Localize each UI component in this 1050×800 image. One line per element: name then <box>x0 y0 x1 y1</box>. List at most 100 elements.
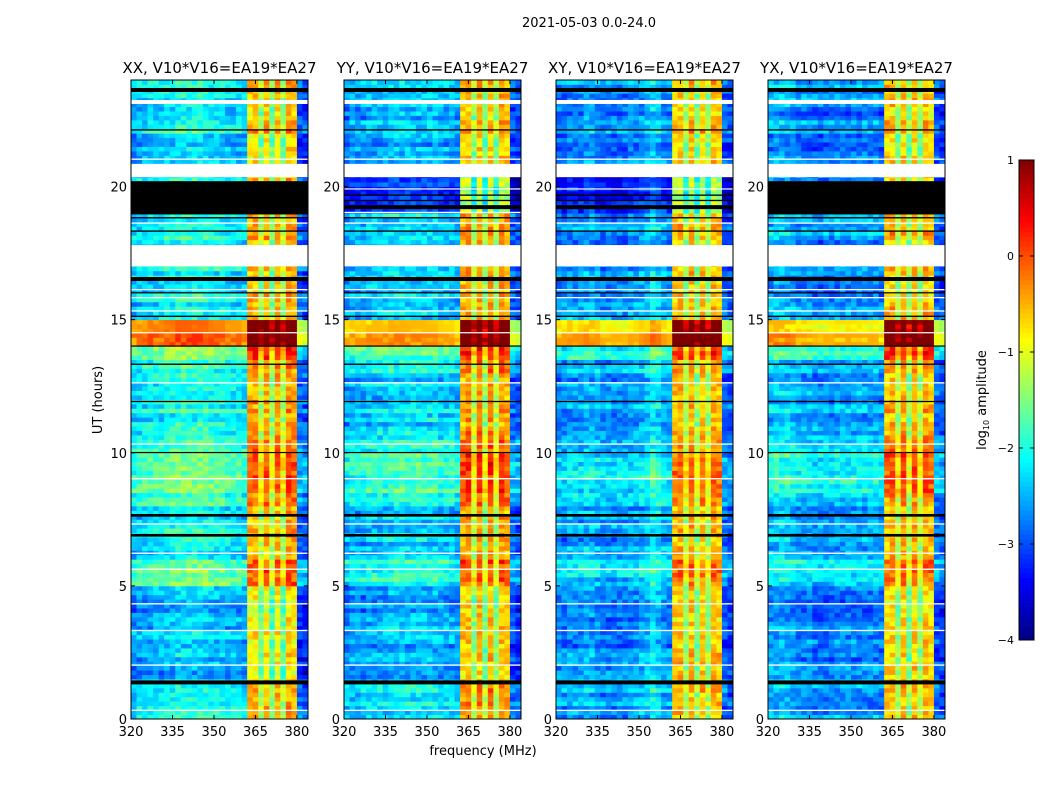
heatmap-cell <box>219 488 226 494</box>
heatmap-cell <box>230 111 237 116</box>
heatmap-cell <box>285 519 292 525</box>
heatmap-cell <box>142 293 148 298</box>
heatmap-cell <box>285 368 292 374</box>
heatmap-cell <box>252 656 259 662</box>
heatmap-cell <box>197 372 204 378</box>
heatmap-cell <box>186 390 193 396</box>
heatmap-cell <box>175 488 182 494</box>
heatmap-cell <box>164 111 171 116</box>
heatmap-cell <box>225 279 231 285</box>
heatmap-cell <box>180 594 187 600</box>
heatmap-cell <box>360 692 367 698</box>
heatmap-cell <box>131 119 137 125</box>
heatmap-cell <box>158 266 165 272</box>
heatmap-cell <box>158 222 165 227</box>
heatmap-cell <box>175 93 182 99</box>
heatmap-cell <box>202 119 209 125</box>
heatmap-cell <box>344 696 350 702</box>
heatmap-cell <box>142 705 148 711</box>
heatmap-cell <box>191 710 198 715</box>
heatmap-cell <box>147 585 154 591</box>
heatmap-cell <box>219 359 226 365</box>
heatmap-cell <box>164 639 171 644</box>
heatmap-cell <box>269 155 276 161</box>
heatmap-cell <box>236 541 243 547</box>
heatmap-cell <box>236 696 243 702</box>
heatmap-cell <box>208 102 215 108</box>
heatmap-cell <box>247 403 254 409</box>
heatmap-cell <box>136 661 143 667</box>
heatmap-cell <box>164 403 171 409</box>
heatmap-cell <box>296 177 303 183</box>
heatmap-cell <box>175 222 182 227</box>
heatmap-cell <box>186 594 193 600</box>
heatmap-cell <box>147 381 154 387</box>
heatmap-cell <box>291 448 298 454</box>
heatmap-cell <box>147 159 154 165</box>
heatmap-cell <box>175 581 182 587</box>
heatmap-cell <box>180 328 187 334</box>
heatmap-cell <box>186 568 193 573</box>
heatmap-cell <box>158 506 165 511</box>
heatmap-cell <box>213 297 220 303</box>
heatmap-cell <box>131 639 137 644</box>
heatmap-cell <box>230 523 237 529</box>
heatmap-cell <box>230 634 237 640</box>
heatmap-cell <box>296 594 303 600</box>
no-data-band <box>131 478 308 480</box>
heatmap-cell <box>202 492 209 498</box>
heatmap-cell <box>142 213 148 218</box>
heatmap-cell <box>153 306 160 312</box>
heatmap-cell <box>175 448 182 454</box>
heatmap-cell <box>285 239 292 245</box>
heatmap-cell <box>247 332 254 338</box>
heatmap-cell <box>274 355 281 360</box>
heatmap-cell <box>225 332 231 338</box>
heatmap-cell <box>296 603 303 609</box>
heatmap-cell <box>252 230 259 236</box>
heatmap-cell <box>191 603 198 609</box>
heatmap-cell <box>241 270 248 276</box>
heatmap-cell <box>153 177 160 183</box>
heatmap-cell <box>158 514 165 520</box>
heatmap-cell <box>302 142 309 147</box>
heatmap-cell <box>180 128 187 134</box>
heatmap-cell <box>302 119 309 125</box>
heatmap-cell <box>465 701 472 707</box>
heatmap-cell <box>202 448 209 454</box>
heatmap-cell <box>197 714 204 720</box>
heatmap-cell <box>147 488 154 494</box>
heatmap-cell <box>175 124 182 130</box>
heatmap-cell <box>219 510 226 516</box>
heatmap-cell <box>147 355 154 360</box>
heatmap-cell <box>191 119 198 125</box>
heatmap-cell <box>258 177 265 183</box>
heatmap-cell <box>296 93 303 99</box>
heatmap-cell <box>197 448 204 454</box>
no-data-band <box>131 568 308 570</box>
heatmap-cell <box>202 319 209 325</box>
heatmap-cell <box>136 466 143 471</box>
heatmap-cell <box>258 146 265 152</box>
heatmap-cell <box>258 457 265 463</box>
heatmap-cell <box>186 661 193 667</box>
heatmap-cell <box>280 266 287 272</box>
heatmap-cell <box>280 492 287 498</box>
heatmap-cell <box>225 270 231 276</box>
heatmap-cell <box>153 594 160 600</box>
heatmap-cell <box>302 226 309 232</box>
heatmap-cell <box>263 479 270 485</box>
heatmap-cell <box>269 111 276 116</box>
heatmap-cell <box>180 656 187 662</box>
heatmap-cell <box>158 421 165 427</box>
heatmap-cell <box>191 159 198 165</box>
heatmap-cell <box>247 634 254 640</box>
heatmap-cell <box>175 324 182 329</box>
heatmap-cell <box>142 452 148 458</box>
heatmap-cell <box>404 692 411 698</box>
heatmap-cell <box>296 559 303 565</box>
heatmap-cell <box>269 430 276 436</box>
heatmap-cell <box>208 217 215 223</box>
heatmap-cell <box>158 417 165 423</box>
heatmap-cell <box>147 84 154 90</box>
